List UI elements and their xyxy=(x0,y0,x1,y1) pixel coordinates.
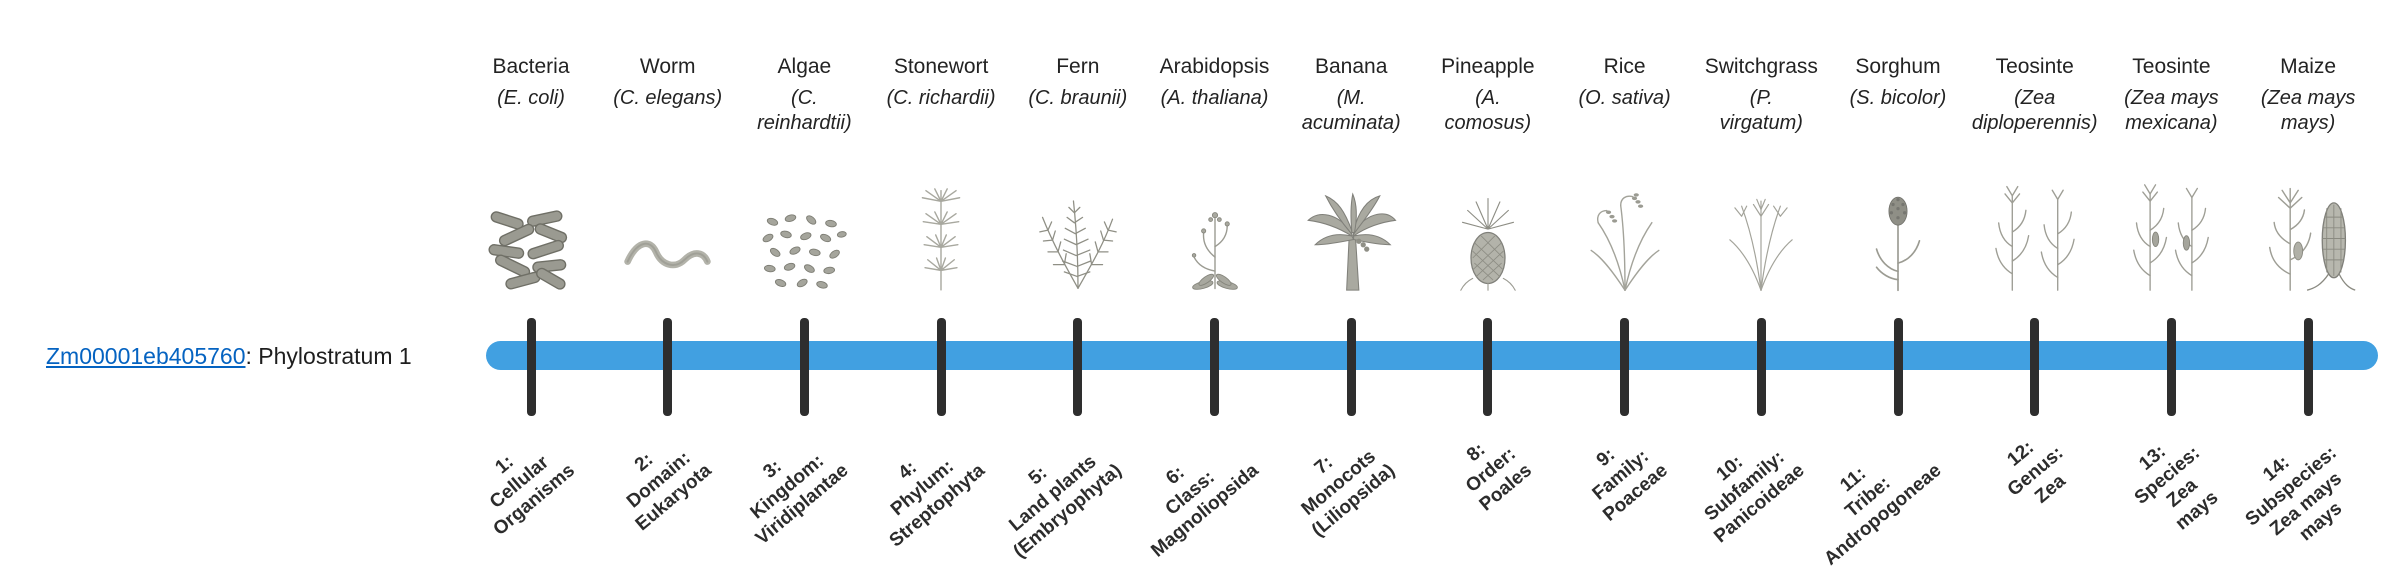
sorghum-icon xyxy=(1828,158,1968,292)
stage-label: 3: Kingdom: Viridiplantae xyxy=(746,450,853,550)
scientific-name: (Zea mays mays) xyxy=(2260,87,2356,134)
phylostratum-tick xyxy=(2030,318,2040,416)
organism-name: Fern xyxy=(1056,55,1100,78)
organism-name: Bacteria xyxy=(492,55,570,78)
organism-name: Worm xyxy=(639,55,696,78)
organism-name: Teosinte xyxy=(1995,55,2074,78)
scientific-name: (S. bicolor) xyxy=(1849,87,1947,109)
algae-icon xyxy=(734,158,874,292)
stage-label: 10: Subfamily: Panicoideae xyxy=(1701,446,1810,548)
scientific-name: (C. richardii) xyxy=(886,87,996,109)
phylostratum-tick xyxy=(1893,318,1903,416)
organism-name: Teosinte xyxy=(2132,55,2211,78)
phylostratum-tick xyxy=(1073,318,1083,416)
stage-label: 8: Order: Poales xyxy=(1461,439,1536,516)
stage-label: 1: Cellular Organisms xyxy=(485,451,579,540)
gene-link[interactable]: Zm00001eb405760 xyxy=(46,343,246,369)
scientific-name: (C. elegans) xyxy=(613,87,723,109)
organism-name: Arabidopsis xyxy=(1159,55,1270,78)
stratum-column: Bacteria (E. coli) 1: Cellular Organisms xyxy=(461,40,601,580)
stratum-column: Stonewort (C. richardii) 4: Phylum: Stre… xyxy=(871,40,1011,580)
scientific-name: (M. acuminata) xyxy=(1301,87,1401,134)
phylostratum-tick xyxy=(1756,318,1766,416)
stratum-column: Worm (C. elegans) 2: Domain: Eukaryota xyxy=(598,40,738,580)
scientific-name: (E. coli) xyxy=(497,87,565,109)
stratum-column: Switchgrass (P. virgatum) 10: Subfamily:… xyxy=(1691,40,1831,580)
scientific-name: (A. comosus) xyxy=(1444,87,1532,134)
rice-icon xyxy=(1555,158,1695,292)
organism-name: Pineapple xyxy=(1441,55,1535,78)
switchgrass-icon xyxy=(1691,158,1831,292)
phylostratum-tick xyxy=(526,318,536,416)
fern-icon xyxy=(1008,158,1148,292)
stratum-column: Banana (M. acuminata) 7: Monocots (Lilio… xyxy=(1281,40,1421,580)
scientific-name: (Zea mays mexicana) xyxy=(2124,87,2219,134)
stratum-column: Fern (C. braunii) 5: Land plants (Embryo… xyxy=(1005,40,1148,580)
stratum-column: Maize (Zea mays mays) 14: Subspecies: Ze… xyxy=(2238,40,2378,580)
stage-label: 7: Monocots (Liliopsida) xyxy=(1297,446,1399,542)
organism-name: Algae xyxy=(777,55,832,78)
organism-name: Sorghum xyxy=(1855,55,1941,78)
teosinte-diploperennis-icon xyxy=(1965,158,2105,292)
phylostratum-tick xyxy=(799,318,809,416)
arabidopsis-icon xyxy=(1145,158,1285,292)
stratum-column: Sorghum (S. bicolor) 11: Tribe: Andropog… xyxy=(1821,40,1968,580)
teosinte-mexicana-icon xyxy=(2101,158,2241,292)
organism-name: Stonewort xyxy=(893,55,989,78)
scientific-name: (C. braunii) xyxy=(1028,87,1128,109)
phylostratum-tick xyxy=(1620,318,1630,416)
phylostratum-tick xyxy=(663,318,673,416)
organism-name: Switchgrass xyxy=(1704,55,1818,78)
banana-icon xyxy=(1281,158,1421,292)
pineapple-icon xyxy=(1418,158,1558,292)
stratum-column: Arabidopsis (A. thaliana) 6: Class: Magn… xyxy=(1145,40,1285,580)
scientific-name: (P. virgatum) xyxy=(1719,87,1803,134)
phylostratum-tick xyxy=(1483,318,1493,416)
phylostratum-tick xyxy=(2303,318,2313,416)
maize-icon xyxy=(2238,158,2378,292)
stratum-column: Pineapple (A. comosus) 8: Order: Poales xyxy=(1418,40,1558,580)
phylostratum-tick xyxy=(2166,318,2176,416)
organism-name: Banana xyxy=(1314,55,1388,78)
stonewort-icon xyxy=(871,158,1011,292)
stage-label: 13: Species: Zea mays xyxy=(2130,441,2223,535)
phylostratum-tick xyxy=(1210,318,1219,416)
stratum-column: Teosinte (Zea diploperennis) 12: Genus: … xyxy=(1965,40,2105,580)
worm-icon xyxy=(598,158,738,292)
stratum-column: Algae (C. reinhardtii) xyxy=(734,40,874,580)
phylostratum-tick xyxy=(936,318,946,416)
scientific-name: (O. sativa) xyxy=(1578,87,1671,109)
stage-label: 14: Subspecies: Zea mays mays xyxy=(2241,442,2347,546)
stage-label: 4: Phylum: Streptophyta xyxy=(885,455,989,552)
scientific-name: (A. thaliana) xyxy=(1160,87,1269,109)
scientific-name: (C. reinhardtii) xyxy=(757,87,852,134)
stratum-column: Teosinte (Zea mays mexicana) xyxy=(2101,40,2241,580)
gene-label: Zm00001eb405760: Phylostratum 1 xyxy=(46,342,412,370)
organism-name: Maize xyxy=(2280,55,2337,78)
organism-name: Rice xyxy=(1603,55,1646,78)
stage-label: 9: Family: Poaceae xyxy=(1588,444,1673,526)
gene-label-suffix: : Phylostratum 1 xyxy=(245,343,412,369)
stage-label: 2: Domain: Eukaryota xyxy=(622,447,716,536)
stratum-column: Rice (O. sativa) 9: Family: Poaceae xyxy=(1555,40,1695,580)
stage-label: 12: Genus: Zea xyxy=(2003,436,2070,508)
phylostratum-tick xyxy=(1346,318,1356,416)
scientific-name: (Zea diploperennis) xyxy=(1971,87,2098,134)
bacteria-icon xyxy=(461,158,601,292)
